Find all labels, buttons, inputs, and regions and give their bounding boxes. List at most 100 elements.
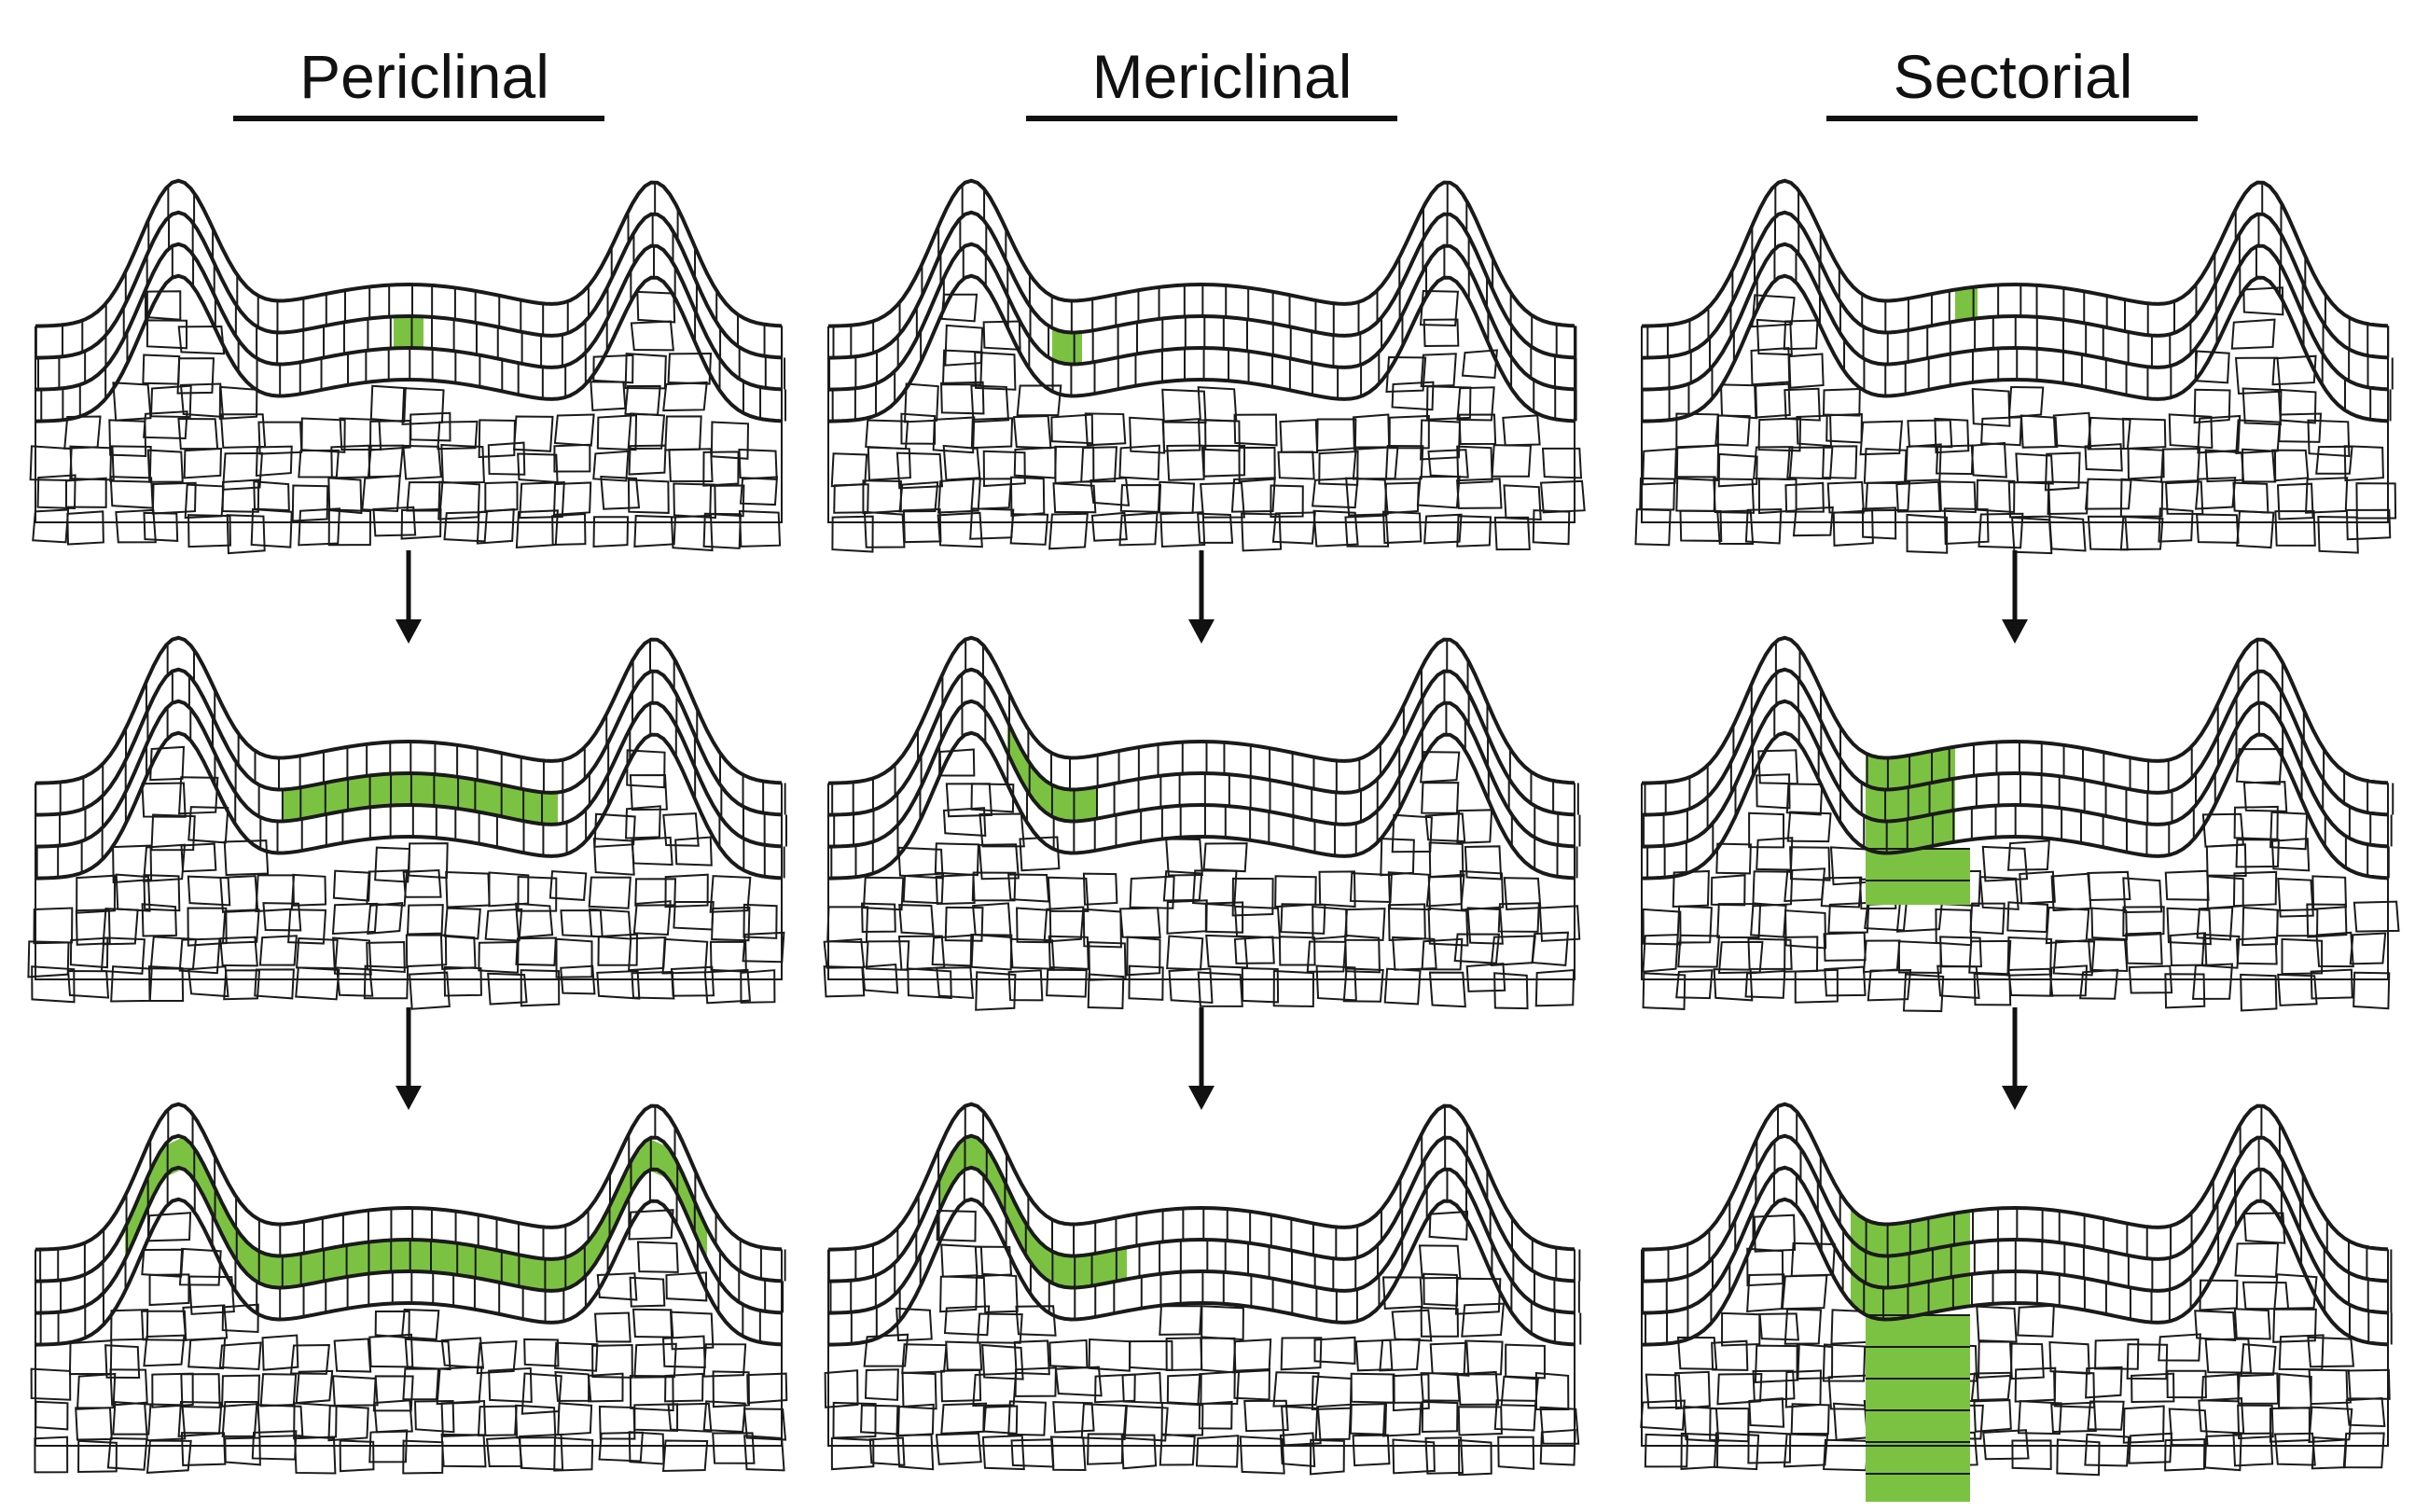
clone-cells <box>1851 1239 1970 1288</box>
cell <box>176 357 215 395</box>
cell <box>553 443 591 473</box>
cell <box>861 963 899 994</box>
cell <box>2119 478 2164 518</box>
cell <box>2355 482 2397 520</box>
cell <box>1790 1403 1830 1436</box>
cell <box>402 868 442 898</box>
cell <box>738 509 782 548</box>
layer-boundary <box>827 210 1575 360</box>
cell <box>512 415 554 452</box>
cell <box>627 412 666 450</box>
apex-panel <box>27 635 787 1010</box>
corpus-cells <box>824 1209 1580 1477</box>
cell <box>1642 972 1686 1010</box>
cell <box>664 873 709 909</box>
cell <box>600 475 641 510</box>
cell <box>939 1274 979 1313</box>
cell <box>112 381 152 422</box>
cell <box>1717 452 1758 488</box>
cell <box>1046 968 1088 998</box>
cell <box>630 320 674 352</box>
cell <box>593 1311 632 1343</box>
cell <box>1784 909 1827 950</box>
cell <box>936 966 975 1000</box>
cell <box>177 776 219 815</box>
cell <box>2276 482 2314 520</box>
cell <box>895 1403 935 1437</box>
cell <box>1392 1373 1430 1412</box>
cell <box>1505 1343 1546 1380</box>
corpus-cells <box>29 290 782 555</box>
cell <box>2122 1405 2165 1444</box>
cell <box>1713 968 1754 1002</box>
surface-line <box>1641 635 2389 785</box>
cell <box>1272 1371 1320 1408</box>
cell <box>331 902 379 936</box>
cell <box>437 420 479 451</box>
cell <box>2009 1342 2045 1380</box>
cell <box>221 909 260 945</box>
cell <box>1120 1434 1158 1470</box>
clone-cells <box>282 773 558 825</box>
cell <box>1822 445 1858 479</box>
cell <box>1466 907 1504 945</box>
cell <box>1159 1305 1202 1336</box>
cell <box>1279 1432 1316 1468</box>
layer-boundary <box>35 1165 783 1315</box>
cell <box>2087 870 2131 901</box>
cell <box>863 510 906 548</box>
cell <box>405 934 448 968</box>
cell <box>941 349 983 386</box>
cell <box>402 1367 440 1401</box>
cell <box>1497 902 1540 933</box>
cell <box>289 1344 330 1375</box>
cell <box>979 812 1025 848</box>
cell <box>1383 967 1422 1006</box>
cell <box>2122 877 2163 914</box>
clone-cells <box>125 1137 707 1291</box>
cell <box>743 1408 787 1441</box>
cell <box>1391 1309 1433 1342</box>
cell <box>1380 838 1415 877</box>
cell <box>443 965 482 997</box>
cell <box>1980 416 2022 447</box>
cell <box>975 971 1017 1011</box>
cell <box>1342 967 1384 1003</box>
cell <box>895 451 944 490</box>
cell <box>712 1432 756 1464</box>
cell <box>2158 1333 2201 1362</box>
cell <box>702 512 742 549</box>
cell <box>1824 965 1867 997</box>
cell <box>1421 1400 1459 1434</box>
cell <box>2052 411 2092 449</box>
cell <box>2235 747 2283 785</box>
cell <box>898 480 939 513</box>
layer-boundary <box>35 730 783 881</box>
cell <box>1314 1403 1353 1441</box>
cell <box>151 481 197 515</box>
cell <box>2242 286 2284 316</box>
cell <box>1456 1370 1500 1406</box>
cell <box>1748 1397 1785 1428</box>
cell <box>1454 1277 1502 1315</box>
cell <box>1459 869 1505 911</box>
cell <box>1049 1436 1087 1471</box>
cell <box>1047 876 1090 912</box>
panel-edge <box>35 1249 783 1447</box>
cell <box>1428 1210 1469 1241</box>
cell <box>830 1436 875 1471</box>
cell <box>934 842 979 877</box>
cell <box>1019 836 1061 872</box>
cell <box>1082 872 1118 906</box>
cell <box>1088 1338 1131 1372</box>
cell <box>1906 513 1949 554</box>
cell <box>253 480 290 512</box>
cell <box>2345 1396 2386 1428</box>
cell <box>1159 1433 1196 1466</box>
cell <box>1428 841 1464 879</box>
clone-cells <box>1955 286 1978 322</box>
cell <box>900 412 937 445</box>
cell <box>1939 936 1982 968</box>
cell <box>1087 973 1125 1009</box>
